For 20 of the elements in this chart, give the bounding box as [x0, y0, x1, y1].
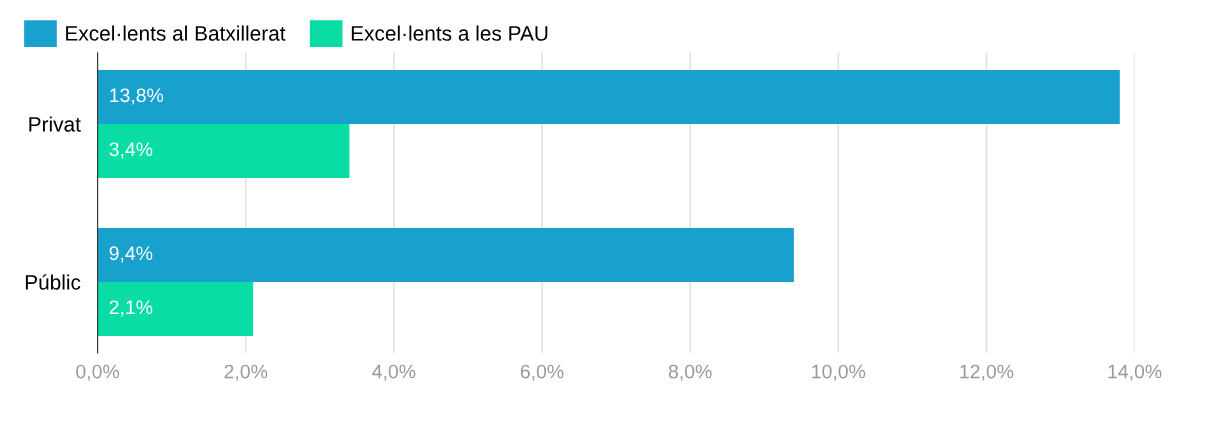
- x-tick-label: 2,0%: [224, 364, 268, 381]
- x-tick-label: 14,0%: [1108, 364, 1162, 381]
- legend-label: Excel·lents a les PAU: [351, 25, 548, 41]
- bar: [97, 281, 254, 336]
- x-tick-label: 0,0%: [76, 364, 120, 381]
- data-label: 3,4%: [109, 142, 153, 159]
- bar: [97, 123, 350, 178]
- x-tick-label: 8,0%: [668, 364, 712, 381]
- bar: [97, 227, 794, 282]
- y-tick-label: Públic: [25, 274, 81, 290]
- bar: [97, 69, 1120, 124]
- data-label: 2,1%: [109, 300, 153, 317]
- legend-label: Excel·lents al Batxillerat: [66, 25, 286, 41]
- x-tick-label: 4,0%: [372, 364, 416, 381]
- x-tick-label: 12,0%: [960, 364, 1014, 381]
- x-tick-label: 10,0%: [812, 364, 866, 381]
- data-label: 9,4%: [109, 246, 153, 263]
- x-tick-label: 6,0%: [520, 364, 564, 381]
- y-tick-label: Privat: [29, 116, 81, 132]
- data-label: 13,8%: [110, 88, 164, 105]
